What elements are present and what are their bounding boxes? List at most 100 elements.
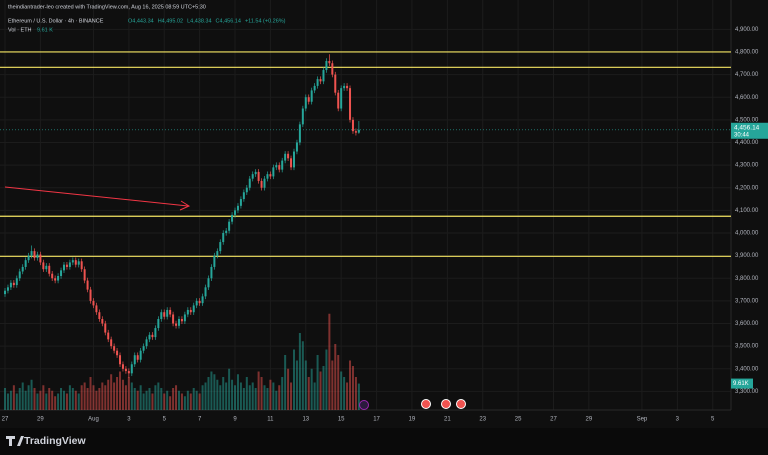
candle-body: [189, 309, 192, 313]
candle-body: [92, 300, 95, 306]
ohlc-value: H4,495.02: [158, 18, 183, 24]
volume-bar: [263, 385, 266, 410]
y-tick-label: 4,200.00: [735, 185, 759, 191]
candle-body: [71, 260, 74, 263]
volume-bar: [254, 388, 257, 410]
volume-bar: [30, 379, 33, 410]
event-icon: [441, 399, 451, 409]
volume-bar: [189, 393, 192, 410]
y-tick-label: 4,900.00: [735, 27, 759, 33]
candle-body: [222, 233, 225, 243]
volume-bar: [278, 385, 281, 410]
x-tick-label: 3: [127, 417, 131, 423]
volume-bar: [92, 385, 95, 410]
candle-body: [225, 230, 228, 233]
y-tick-label: 4,100.00: [735, 208, 759, 214]
volume-bar: [86, 388, 89, 410]
volume-bar: [346, 382, 349, 410]
volume-bar: [163, 393, 166, 410]
volume-bar: [151, 393, 154, 410]
volume-label: 9.61K: [733, 381, 749, 387]
candle-body: [304, 97, 307, 109]
candle-body: [322, 70, 325, 82]
volume-bar: [9, 390, 12, 410]
candle-body: [6, 287, 9, 291]
volume-bar: [121, 379, 124, 410]
candle-body: [172, 314, 175, 324]
hline-layer: [0, 51, 731, 257]
candle-body: [36, 254, 39, 258]
volume-bar: [77, 393, 80, 410]
candle-body: [166, 309, 169, 317]
volume-bar: [169, 396, 172, 410]
y-tick-label: 3,900.00: [735, 253, 759, 259]
x-tick-label: Sep: [637, 417, 648, 423]
volume-bar: [201, 385, 204, 410]
x-tick-label: 9: [233, 417, 237, 423]
x-tick-label: Aug: [88, 417, 99, 423]
volume-bar: [334, 344, 337, 410]
volume-bar: [148, 388, 151, 410]
volume-bar: [12, 385, 15, 410]
x-tick-label: 27: [550, 417, 557, 423]
y-tick-label: 3,600.00: [735, 321, 759, 327]
candle-body: [351, 119, 354, 132]
volume-bar: [198, 393, 201, 410]
volume-bar: [83, 382, 86, 410]
y-tick-label: 4,300.00: [735, 163, 759, 169]
volume-bar: [340, 371, 343, 410]
candle-body: [4, 290, 7, 295]
candle-body: [340, 88, 343, 109]
candle-body: [183, 314, 186, 322]
x-tick-label: 5: [711, 417, 715, 423]
volume-bar: [225, 382, 228, 410]
volume-bar: [301, 341, 304, 410]
trend-arrow: [4, 186, 191, 211]
candle-body: [160, 312, 163, 319]
volume-bar: [316, 355, 319, 410]
volume-bar: [130, 382, 133, 410]
y-tick-label: 4,700.00: [735, 72, 759, 78]
candle-body: [343, 85, 346, 89]
volume-bar: [284, 355, 287, 410]
candle-body: [98, 312, 101, 319]
candle-body: [119, 355, 122, 365]
candle-body: [272, 167, 275, 177]
candle-body: [110, 339, 113, 347]
candle-body: [107, 332, 110, 340]
x-tick-label: 29: [586, 417, 593, 423]
candle-body: [42, 262, 45, 270]
volume-bar: [113, 382, 116, 410]
candle-body: [130, 364, 133, 374]
volume-bar: [322, 366, 325, 410]
candle-body: [15, 278, 18, 286]
y-tick-label: 4,500.00: [735, 117, 759, 123]
ohlc-value: C4,456.14: [216, 18, 241, 24]
x-tick-label: 17: [373, 417, 380, 423]
volume-bar: [36, 393, 39, 410]
candle-body: [242, 192, 245, 200]
candle-body: [121, 364, 124, 369]
y-tick-label: 3,500.00: [735, 344, 759, 350]
volume-bar: [275, 390, 278, 410]
event-icon: [359, 400, 369, 410]
candle-body: [12, 282, 15, 286]
volume-bar: [4, 388, 7, 410]
volume-bar: [298, 333, 301, 410]
volume-bar: [331, 360, 334, 410]
candle-body: [334, 74, 337, 93]
candle-body: [337, 92, 340, 109]
candle-body: [319, 79, 322, 82]
volume-label-box: [731, 378, 753, 389]
volume-bar: [343, 377, 346, 410]
y-tick-label: 3,400.00: [735, 366, 759, 372]
x-tick-label: 23: [479, 417, 486, 423]
candle-body: [354, 131, 357, 133]
candle-body: [157, 319, 160, 329]
last-price-label: 4,456.14: [734, 124, 760, 131]
volume-bar: [216, 379, 219, 410]
event-icon: [456, 399, 466, 409]
candle-body: [24, 260, 27, 267]
candle-body: [346, 85, 349, 89]
last-price-box: [731, 122, 768, 139]
